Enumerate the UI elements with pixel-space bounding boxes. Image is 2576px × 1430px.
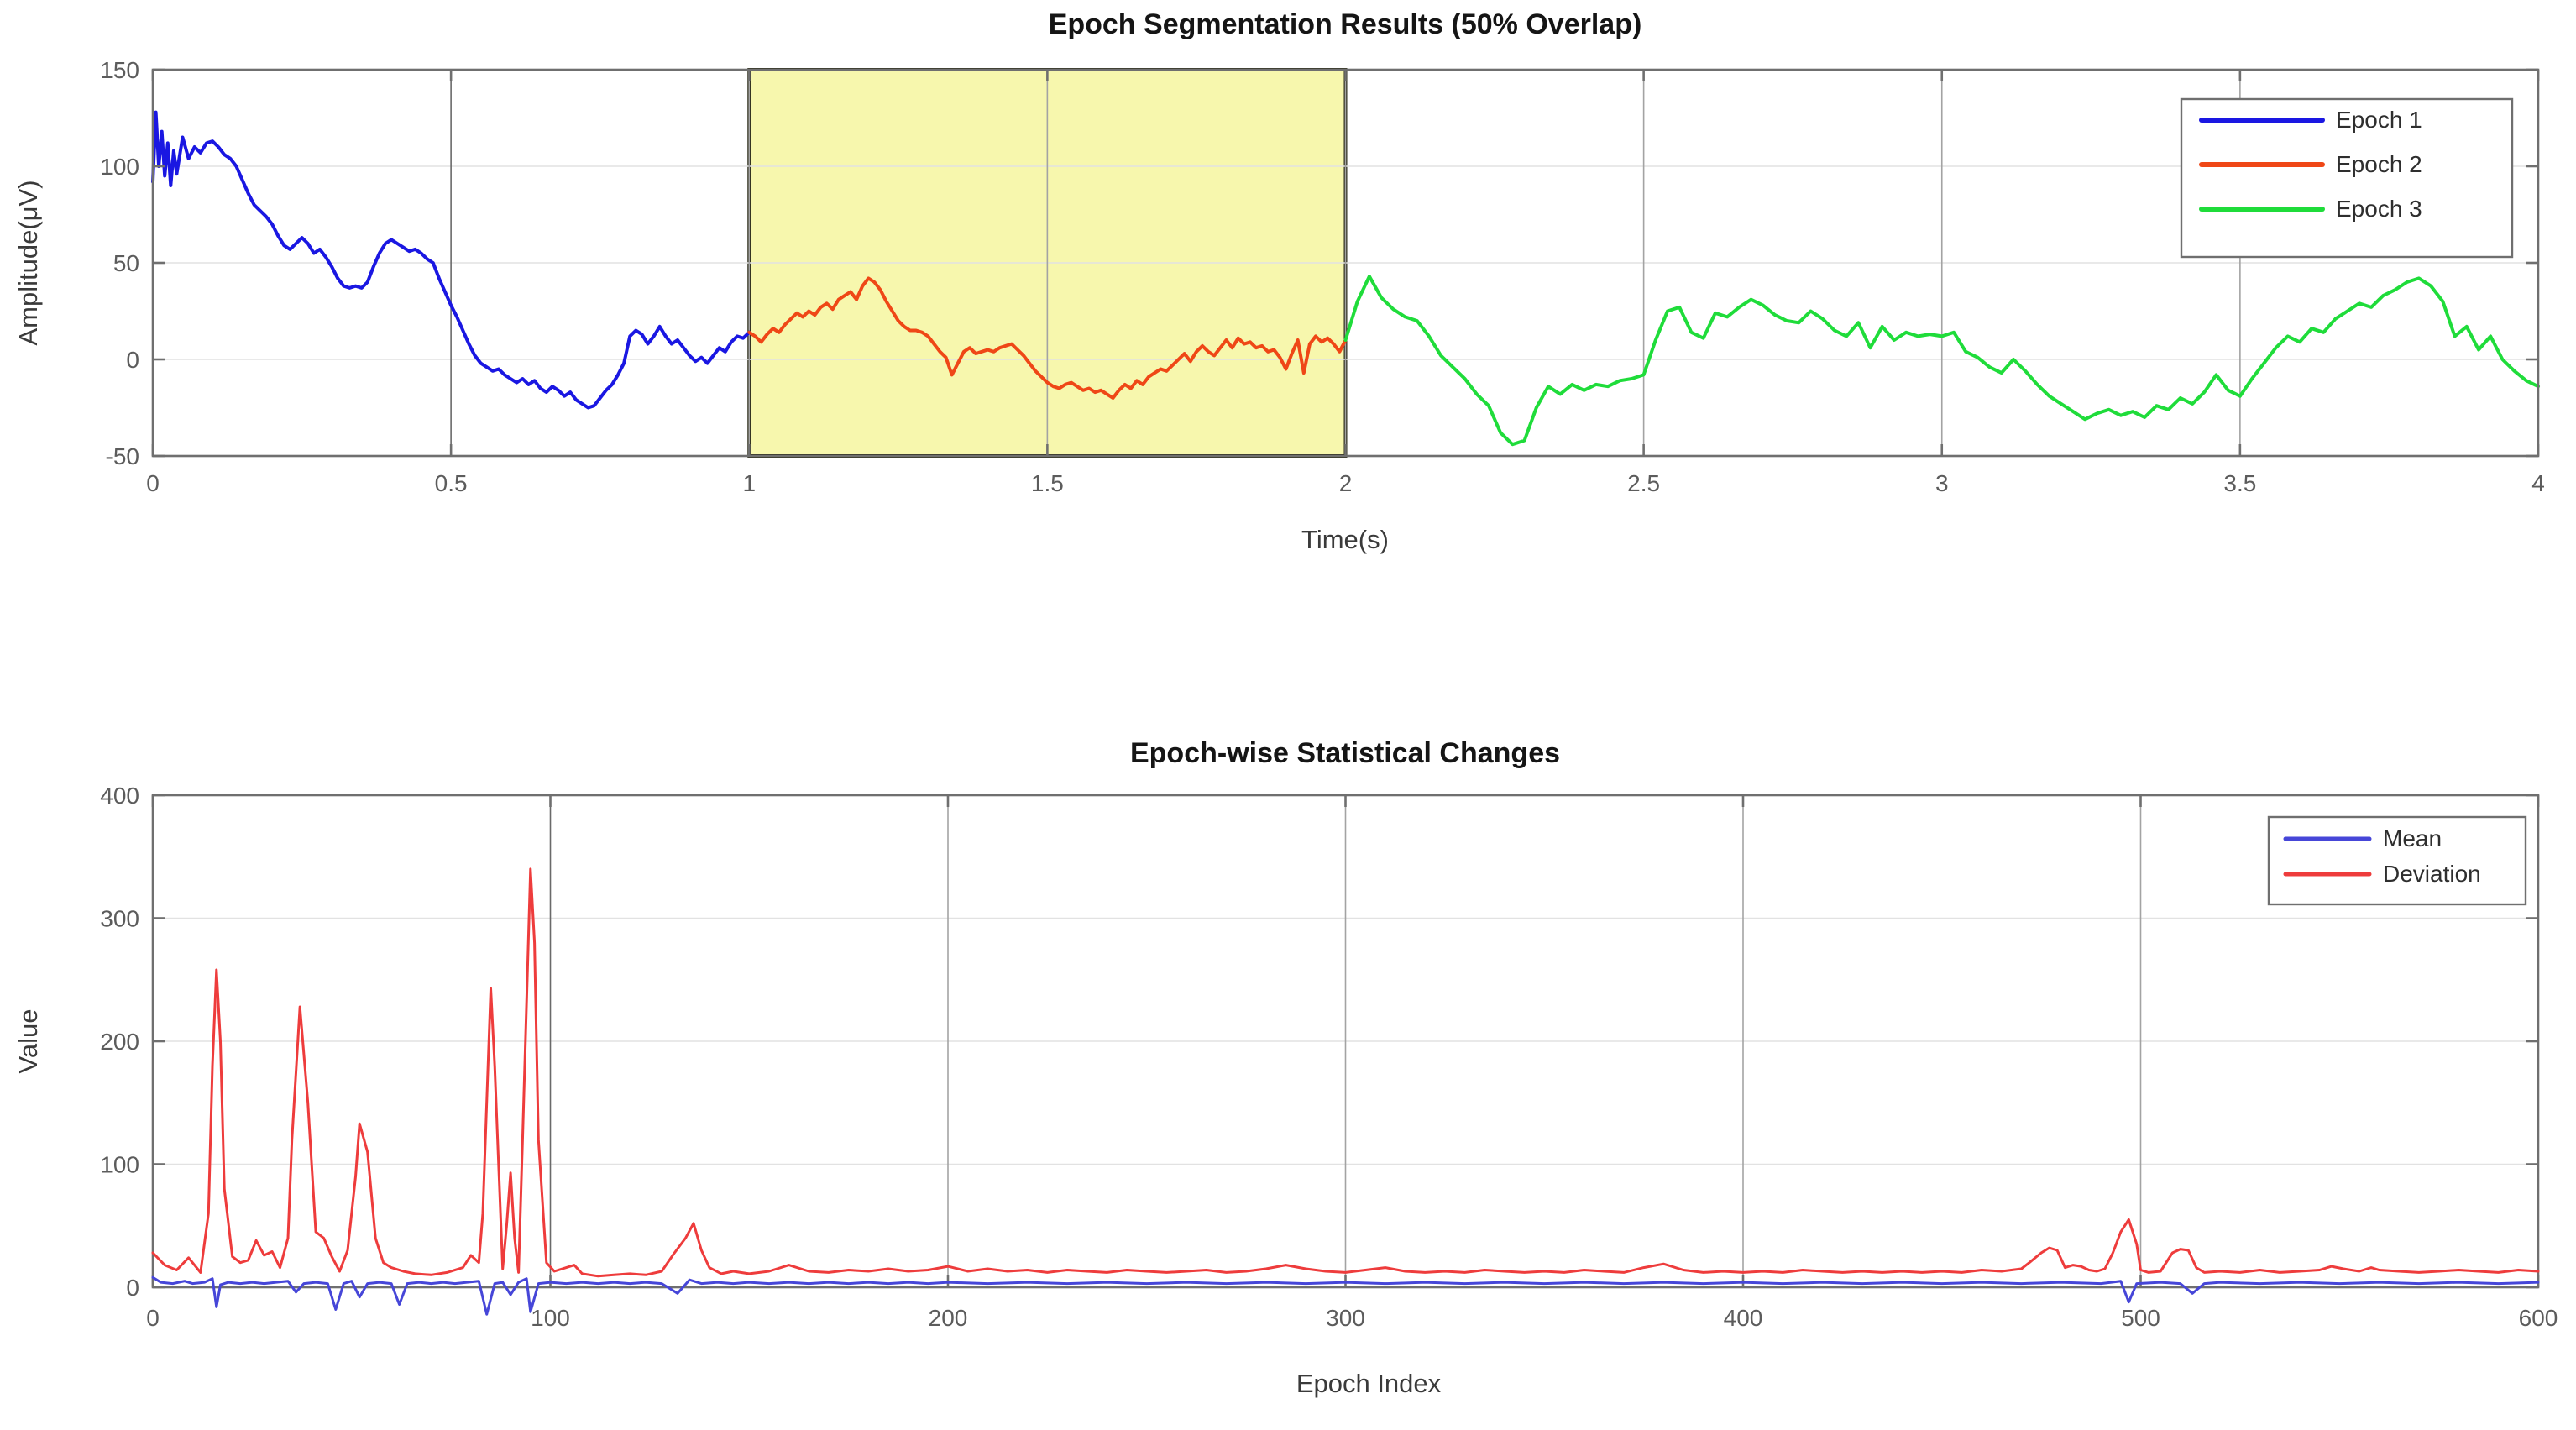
x-tick-label: 0: [146, 470, 160, 496]
legend-box: [2267, 815, 2527, 906]
legend-entry-label: Mean: [2383, 825, 2442, 851]
epoch-segmentation-chart: 0 0.5 1 1.5 2 2.5 3 3.5 4 -50 0 50 100 150 Epoch 1 Epoc…: [100, 57, 2545, 496]
y-tick-label: 0: [126, 1275, 139, 1301]
series-deviation: [151, 867, 2540, 1278]
epoch-statistics-chart: 0 100 200 300 400 500 600 0 100 200 300 400 Mean Devi…: [100, 783, 2558, 1331]
y-tick-label: 150: [100, 57, 139, 83]
y-tick-label: -50: [106, 443, 139, 469]
legend-entry-label: Epoch 1: [2336, 107, 2422, 133]
series-epoch-3: [1343, 275, 2540, 447]
x-tick-label: 0: [146, 1305, 160, 1331]
y-tick-label: 100: [100, 1152, 139, 1178]
legend-entry-label: Deviation: [2383, 861, 2481, 887]
x-tick-label: 1.5: [1031, 470, 1064, 496]
y-tick-label: 50: [113, 250, 139, 276]
top-chart-title: Epoch Segmentation Results (50% Overlap): [1049, 8, 1642, 40]
x-tick-label: 4: [2531, 470, 2545, 496]
legend-entry-label: Epoch 3: [2336, 196, 2422, 222]
x-tick-label: 400: [1724, 1305, 1763, 1331]
x-tick-label: 300: [1326, 1305, 1365, 1331]
series-epoch-1: [151, 110, 751, 410]
x-tick-label: 2.5: [1627, 470, 1660, 496]
x-tick-label: 100: [531, 1305, 570, 1331]
y-tick-label: 400: [100, 783, 139, 809]
y-tick-label: 100: [100, 154, 139, 180]
top-y-axis-label: Amplitude(μV): [13, 180, 43, 345]
bottom-x-axis-label: Epoch Index: [1296, 1369, 1442, 1398]
series-epoch-2: [747, 276, 1348, 400]
legend-entry-label: Epoch 2: [2336, 151, 2422, 177]
x-tick-label: 500: [2121, 1305, 2160, 1331]
x-tick-label: 3.5: [2223, 470, 2256, 496]
y-tick-label: 0: [126, 347, 139, 373]
x-tick-label: 3: [1935, 470, 1949, 496]
x-tick-label: 0.5: [435, 470, 468, 496]
x-tick-label: 2: [1339, 470, 1353, 496]
bottom-chart-title: Epoch-wise Statistical Changes: [1130, 737, 1560, 769]
y-tick-label: 300: [100, 906, 139, 932]
y-tick-label: 200: [100, 1029, 139, 1055]
series-mean: [151, 1275, 2540, 1316]
legend-box: [2180, 97, 2514, 259]
x-tick-label: 600: [2519, 1305, 2558, 1331]
top-x-axis-label: Time(s): [1301, 525, 1389, 554]
x-tick-label: 200: [929, 1305, 968, 1331]
x-tick-label: 1: [742, 470, 756, 496]
bottom-y-axis-label: Value: [13, 1009, 43, 1074]
